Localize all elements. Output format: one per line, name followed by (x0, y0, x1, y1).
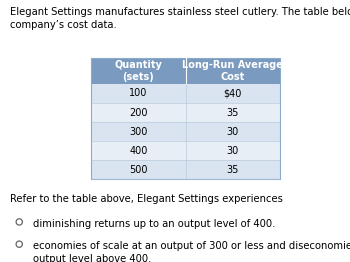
Text: economies of scale at an output of 300 or less and diseconomies of scale at an
o: economies of scale at an output of 300 o… (33, 241, 350, 262)
Text: Refer to the table above, Elegant Settings experiences: Refer to the table above, Elegant Settin… (10, 194, 284, 204)
Bar (91, 58, 280, 84)
Text: $40: $40 (224, 88, 242, 99)
Bar (91, 160, 280, 179)
Text: Long-Run Average
Cost: Long-Run Average Cost (182, 60, 283, 82)
Text: diminishing returns up to an output level of 400.: diminishing returns up to an output leve… (33, 219, 276, 229)
Text: 35: 35 (226, 107, 239, 118)
Text: 200: 200 (129, 107, 147, 118)
Text: 30: 30 (227, 146, 239, 156)
Text: 300: 300 (129, 127, 147, 137)
Text: 100: 100 (129, 88, 147, 99)
Text: Quantity
(sets): Quantity (sets) (114, 60, 162, 82)
Bar (91, 58, 280, 179)
Text: 35: 35 (226, 165, 239, 175)
Text: 500: 500 (129, 165, 147, 175)
Bar (91, 122, 280, 141)
Text: Elegant Settings manufactures stainless steel cutlery. The table below shows the: Elegant Settings manufactures stainless … (10, 7, 350, 30)
Bar (91, 84, 280, 103)
Text: 400: 400 (129, 146, 147, 156)
Bar (91, 103, 280, 122)
Text: 30: 30 (227, 127, 239, 137)
Bar (91, 141, 280, 160)
